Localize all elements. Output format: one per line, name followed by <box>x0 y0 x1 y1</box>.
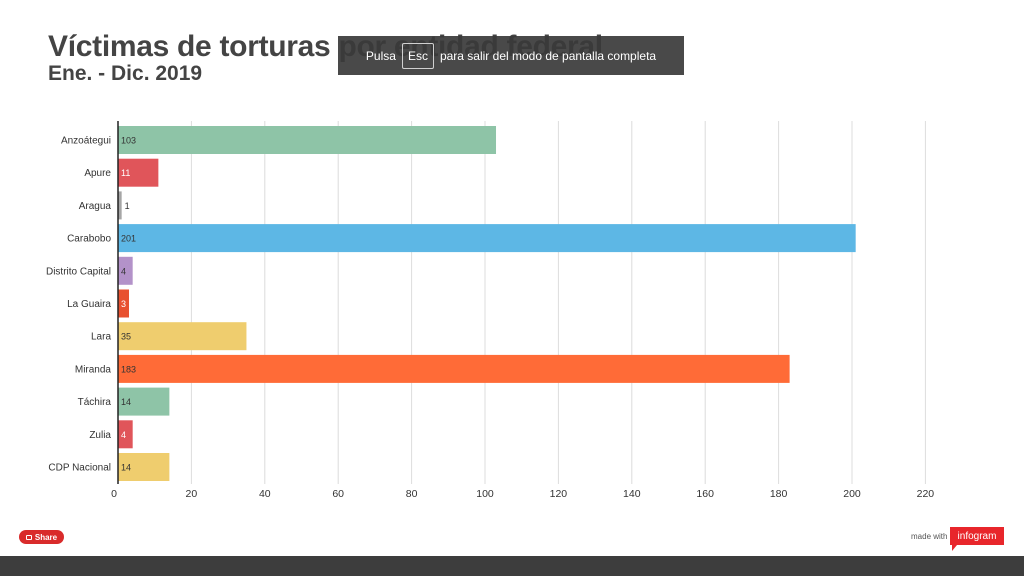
bar <box>118 453 170 481</box>
x-tick-label: 160 <box>696 488 714 500</box>
share-label: Share <box>34 532 58 542</box>
x-tick-label: 200 <box>843 488 861 500</box>
bar <box>118 224 856 253</box>
bar-chart: 0 20 40 60 80 100 120 140 160 180 200 220 Anzoátegui… <box>46 121 935 500</box>
category-label: Lara <box>91 332 111 343</box>
x-tick-label: 40 <box>259 488 271 500</box>
fullscreen-exit-notice: Pulsa Esc para salir del modo de pantall… <box>338 36 684 75</box>
infogram-logo[interactable]: infogram <box>950 527 1004 551</box>
bar <box>118 289 130 318</box>
data-label: 201 <box>121 234 136 244</box>
category-label: Carabobo <box>67 234 111 245</box>
x-tick-label: 60 <box>332 488 344 500</box>
x-tick-label: 100 <box>476 488 494 500</box>
share-button[interactable]: Share <box>19 530 64 544</box>
category-label: Anzoátegui <box>61 136 111 147</box>
data-label: 1 <box>125 201 130 211</box>
bar <box>118 387 170 416</box>
data-label: 14 <box>121 463 131 473</box>
data-label: 103 <box>121 136 136 146</box>
bar <box>118 256 133 285</box>
category-label: CDP Nacional <box>48 463 111 474</box>
notice-prefix: Pulsa <box>365 48 396 63</box>
chart-subtitle: Ene. - Dic. 2019 <box>48 62 203 85</box>
made-with-label: made with <box>911 532 948 541</box>
data-label: 3 <box>121 299 126 309</box>
infogram-logo-text: infogram <box>957 530 997 542</box>
data-label: 11 <box>121 168 130 178</box>
x-tick-label: 0 <box>111 488 117 500</box>
category-label: Aragua <box>79 201 112 212</box>
bar <box>118 158 159 187</box>
category-label: Miranda <box>75 364 112 375</box>
category-label: La Guaira <box>67 299 111 310</box>
notice-suffix: para salir del modo de pantalla completa <box>439 48 657 63</box>
category-label: Distrito Capital <box>46 266 111 277</box>
data-label: 14 <box>121 397 131 407</box>
share-icon <box>25 534 32 540</box>
data-label: 183 <box>121 364 136 374</box>
data-label: 4 <box>121 430 126 440</box>
x-tick-label: 220 <box>917 488 935 500</box>
data-label: 35 <box>121 332 131 342</box>
category-label: Zulia <box>89 430 111 441</box>
x-tick-label: 140 <box>623 488 641 500</box>
bar <box>118 420 133 449</box>
bar <box>118 322 247 351</box>
category-label: Apure <box>84 168 111 179</box>
bar <box>118 126 497 154</box>
data-label: 4 <box>121 266 126 276</box>
x-tick-label: 80 <box>406 488 418 500</box>
x-tick-label: 180 <box>770 488 788 500</box>
esc-key: Esc <box>401 42 434 69</box>
footer-bar <box>0 556 1024 576</box>
bar <box>118 191 122 220</box>
category-label: Táchira <box>78 397 112 408</box>
bar <box>118 354 790 383</box>
x-tick-label: 20 <box>186 488 198 500</box>
x-tick-label: 120 <box>550 488 568 500</box>
